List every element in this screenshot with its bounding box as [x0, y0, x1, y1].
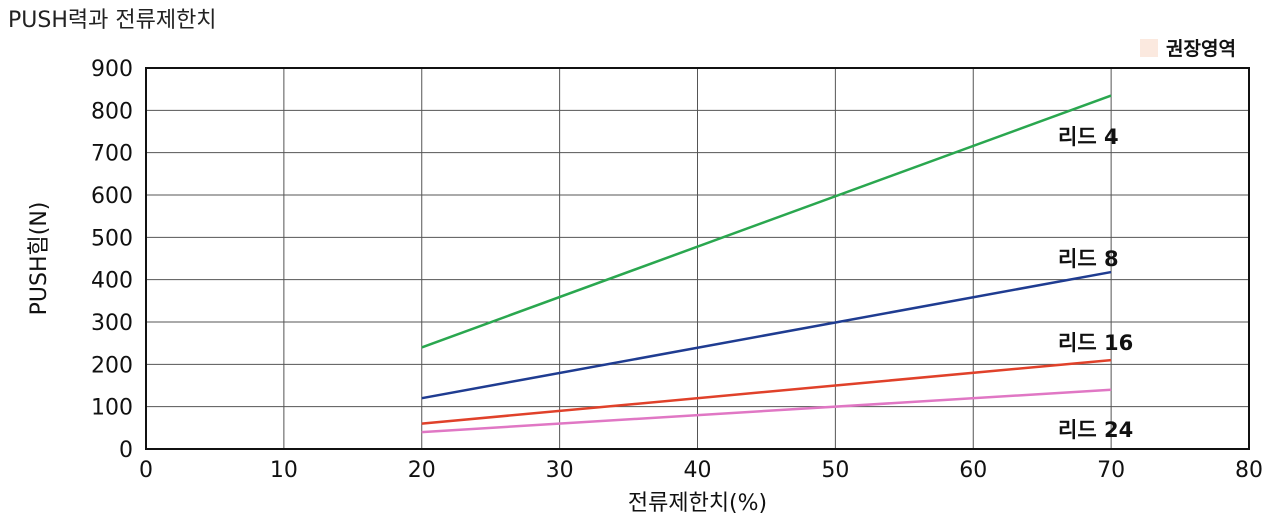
x-tick-label: 60 — [959, 458, 987, 483]
x-tick-label: 70 — [1097, 458, 1125, 483]
series-label-2: 리드 8 — [1058, 247, 1119, 271]
y-tick-label: 300 — [91, 311, 133, 336]
y-tick-label: 400 — [91, 269, 133, 294]
series-line-2 — [421, 270, 1112, 400]
x-tick-label: 10 — [270, 458, 298, 483]
series-line-3 — [421, 358, 1112, 425]
series-line-1 — [421, 94, 1112, 349]
x-tick-label: 50 — [821, 458, 849, 483]
legend-label: 권장영역 — [1166, 38, 1236, 60]
y-tick-label: 900 — [91, 57, 133, 82]
legend: 권장영역 — [1140, 34, 1236, 61]
y-tick-label: 100 — [91, 396, 133, 421]
x-tick-label: 0 — [139, 458, 153, 483]
legend-swatch-recommended — [1140, 38, 1158, 57]
chart-title: PUSH력과 전류제한치 — [8, 8, 217, 33]
y-axis-label: PUSH힘(N) — [27, 202, 52, 316]
plot-frame — [145, 67, 1250, 450]
y-tick-label: 200 — [91, 353, 133, 378]
series-lines — [421, 94, 1112, 434]
series-line-4 — [421, 388, 1112, 434]
y-tick-label: 800 — [91, 99, 133, 124]
y-tick-label: 700 — [91, 142, 133, 167]
y-tick-label: 500 — [91, 226, 133, 251]
series-label-4: 리드 24 — [1058, 418, 1133, 442]
x-tick-label: 20 — [408, 458, 436, 483]
x-axis-label: 전류제한치(%) — [628, 491, 767, 516]
x-tick-label: 80 — [1235, 458, 1263, 483]
x-tick-label: 30 — [546, 458, 574, 483]
x-tick-label: 40 — [684, 458, 712, 483]
series-label-1: 리드 4 — [1058, 125, 1119, 149]
y-tick-label: 0 — [119, 438, 133, 463]
tick-labels: 0 10 20 30 40 50 60 70 8001002003004005006007008… — [91, 57, 1263, 483]
y-tick-label: 600 — [91, 184, 133, 209]
series-label-3: 리드 16 — [1058, 331, 1133, 355]
series-labels: 리드 4 리드 8 리드 16 리드 24 — [1058, 125, 1133, 442]
